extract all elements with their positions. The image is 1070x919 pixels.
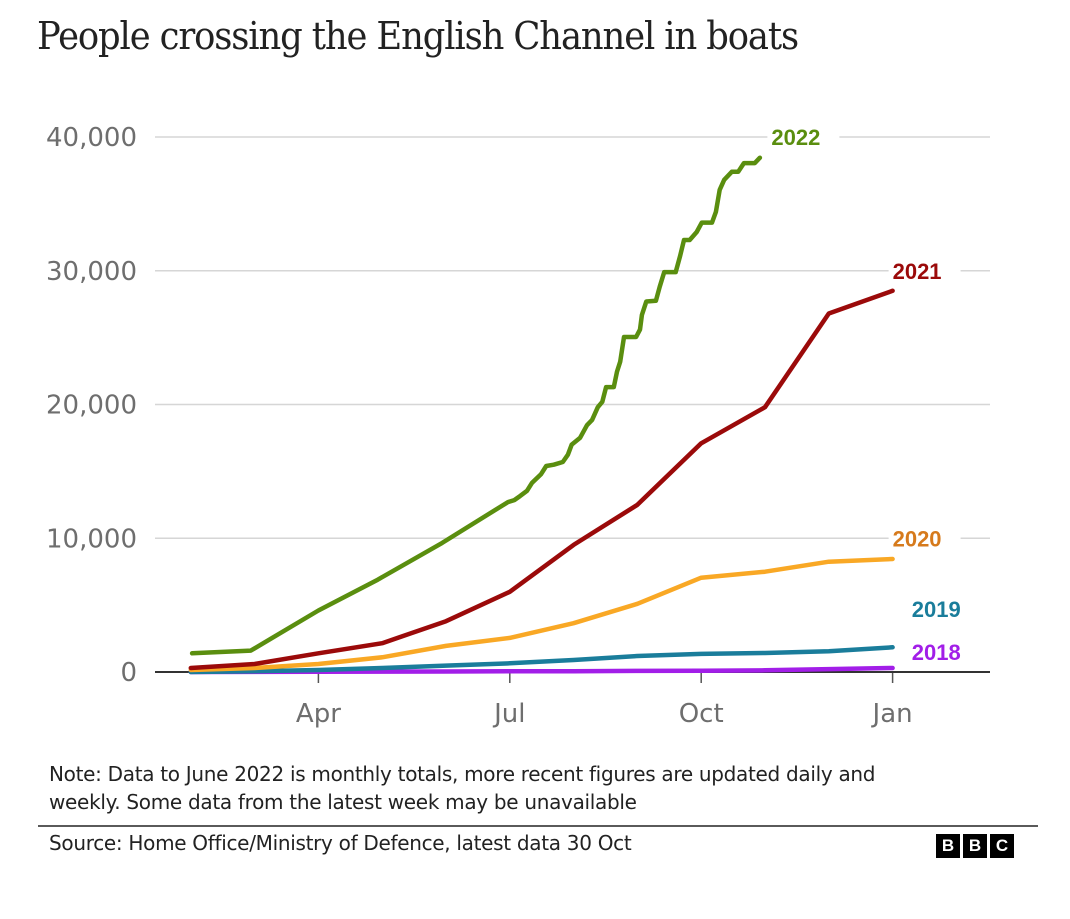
series-label-2018: 2018 [912, 640, 961, 665]
series-line-2019 [188, 645, 895, 675]
gridlines [155, 136, 990, 539]
x-axis: Apr Jul Oct Jan [155, 671, 990, 729]
series-label-2022: 2022 [771, 125, 820, 150]
series-line-2021 [188, 288, 895, 671]
series-line-2020 [188, 556, 895, 673]
x-tick-label: Jan [871, 699, 913, 729]
footer-divider [38, 825, 1038, 827]
y-tick-label: 30,000 [46, 257, 137, 287]
bbc-logo: B B C [936, 834, 1014, 858]
series-labels: 2018 2019 2020 2021 2022 [767, 123, 980, 665]
x-tick-label: Jul [492, 699, 525, 729]
bbc-logo-letter: B [936, 834, 960, 858]
series-label-background [907, 595, 980, 622]
series-label-background [888, 524, 961, 551]
x-tick-label: Apr [296, 699, 341, 729]
y-tick-label: 40,000 [46, 123, 137, 153]
y-axis-tick-labels: 0 10,000 20,000 30,000 40,000 [46, 123, 137, 688]
source-text: Source: Home Office/Ministry of Defence,… [49, 831, 632, 855]
series-line-2022 [189, 155, 763, 656]
series-label-background [888, 256, 961, 283]
x-tick-label: Oct [679, 699, 724, 729]
series-label-2020: 2020 [893, 526, 942, 551]
series-lines [188, 155, 895, 675]
chart-title: People crossing the English Channel in b… [37, 14, 799, 58]
series-label-background [767, 123, 840, 149]
y-tick-label: 0 [120, 658, 137, 688]
chart-note: Note: Data to June 2022 is monthly total… [49, 762, 876, 814]
y-tick-label: 10,000 [46, 524, 137, 554]
series-label-background [907, 637, 980, 664]
series-label-2019: 2019 [912, 597, 961, 622]
bbc-logo-letter: B [963, 834, 987, 858]
y-tick-label: 20,000 [46, 391, 137, 421]
bbc-logo-letter: C [990, 834, 1014, 858]
series-label-2021: 2021 [893, 259, 942, 284]
